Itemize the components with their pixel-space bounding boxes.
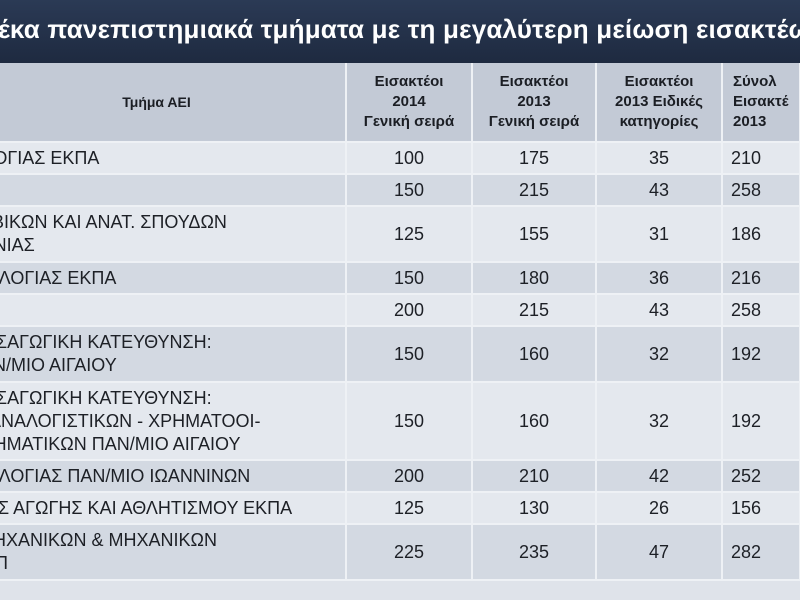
- department-name-line: - ΕΙΣΑΓΩΓΙΚΗ ΚΑΤΕΥΘΥΝΣΗ:: [0, 387, 212, 408]
- special-2013-cell: 43: [596, 294, 723, 327]
- admitted-2014-cell: 150: [346, 326, 473, 383]
- admitted-2013-cell: 215: [472, 174, 597, 207]
- header-admitted-2013-general: Εισακτέοι 2013 Γενική σειρά: [472, 63, 597, 143]
- admitted-2013-cell: 210: [472, 460, 597, 493]
- admitted-2013-cell: 130: [472, 492, 597, 525]
- admitted-2014-cell: 125: [346, 492, 473, 525]
- department-name-cell: ΙΚΗΣ ΑΓΩΓΗΣ ΚΑΙ ΑΘΛΗΤΙΣΜΟΥ ΕΚΠΑ: [0, 492, 347, 525]
- special-2013-cell: 35: [596, 142, 723, 175]
- department-name-line: ΔΟΝΙΑΣ: [0, 235, 35, 255]
- department-name-line: - ΕΙΣΑΓΩΓΙΚΗ ΚΑΤΕΥΘΥΝΣΗ:: [0, 332, 212, 352]
- department-name-line: ΠΑΝ/ΜΙΟ ΑΙΓΑΙΟΥ: [0, 355, 117, 375]
- total-2013-cell: 252: [722, 460, 800, 493]
- department-name-line: ΑΘΗΜΑΤΙΚΩΝ ΠΑΝ/ΜΙΟ ΑΙΓΑΙΟΥ: [0, 433, 241, 454]
- total-2013-cell: 192: [722, 382, 800, 461]
- admitted-2013-cell: 155: [472, 206, 597, 263]
- department-name-cell: ΟΛΟΓΙΑΣ ΕΚΠΑ: [0, 142, 347, 175]
- admitted-2013-cell: 215: [472, 294, 597, 327]
- total-2013-cell: 258: [722, 294, 800, 327]
- department-name-cell: - ΕΙΣΑΓΩΓΙΚΗ ΚΑΤΕΥΘΥΝΣΗ:ΑΙ ΑΝΑΛΟΓΙΣΤΙΚΩΝ…: [0, 382, 347, 461]
- special-2013-cell: 36: [596, 262, 723, 295]
- department-name-cell: - ΕΙΣΑΓΩΓΙΚΗ ΚΑΤΕΥΘΥΝΣΗ: ΠΑΝ/ΜΙΟ ΑΙΓΑΙΟΥ: [0, 326, 347, 383]
- admitted-2014-cell: 150: [346, 262, 473, 295]
- department-name-line: ΑΙΟΛΟΓΙΑΣ ΕΚΠΑ: [0, 267, 117, 288]
- department-name-line: ΛΑΒΙΚΩΝ ΚΑΙ ΑΝΑΤ. ΣΠΟΥΔΩΝ: [0, 212, 227, 232]
- special-2013-cell: 32: [596, 326, 723, 383]
- table-body: ΟΛΟΓΙΑΣ ΕΚΠΑ10017535210ΙΑ15021543258ΛΑΒΙ…: [0, 142, 800, 581]
- admitted-2014-cell: 200: [346, 460, 473, 493]
- table-row: ΙΚΗΣ ΑΓΩΓΗΣ ΚΑΙ ΑΘΛΗΤΙΣΜΟΥ ΕΚΠΑ 125 130 26 1…: [0, 492, 800, 525]
- header-admitted-2013-special: Εισακτέοι 2013 Ειδικές κατηγορίες: [596, 63, 723, 143]
- special-2013-cell: 26: [596, 492, 723, 525]
- table-row: ΛΑΒΙΚΩΝ ΚΑΙ ΑΝΑΤ. ΣΠΟΥΔΩΝ ΔΟΝΙΑΣ 125155311…: [0, 206, 800, 263]
- table-row: - ΕΙΣΑΓΩΓΙΚΗ ΚΑΤΕΥΘΥΝΣΗ:ΑΙ ΑΝΑΛΟΓΙΣΤΙΚΩΝ…: [0, 382, 800, 461]
- header-department: Τμήμα ΑΕΙ: [0, 63, 347, 143]
- department-name-cell: Ι ΜΗΧΑΝΙΚΩΝ & ΜΗΧΑΝΙΚΩΝ ΕΜΠ: [0, 524, 347, 581]
- department-name-line: ΟΛΟΓΙΑΣ ΕΚΠΑ: [0, 147, 100, 168]
- admitted-2014-cell: 150: [346, 382, 473, 461]
- admitted-2013-cell: 235: [472, 524, 597, 581]
- department-name-line: ΙΚΗΣ ΑΓΩΓΗΣ ΚΑΙ ΑΘΛΗΤΙΣΜΟΥ ΕΚΠΑ: [0, 497, 293, 518]
- total-2013-cell: 258: [722, 174, 800, 207]
- department-name-line: Ι ΜΗΧΑΝΙΚΩΝ & ΜΗΧΑΝΙΚΩΝ: [0, 530, 217, 550]
- admitted-2014-cell: 125: [346, 206, 473, 263]
- special-2013-cell: 32: [596, 382, 723, 461]
- header-total-2013: Σύνολ Εισακτέ 2013: [722, 63, 800, 143]
- admitted-2013-cell: 160: [472, 326, 597, 383]
- department-name-cell: ΑΙΟΛΟΓΙΑΣ ΠΑΝ/ΜΙΟ ΙΩΑΝΝΙΝΩΝ: [0, 460, 347, 493]
- admitted-2013-cell: 175: [472, 142, 597, 175]
- title-banner: έκα πανεπιστημιακά τμήματα με τη μεγαλύτ…: [0, 0, 800, 63]
- admissions-table: Τμήμα ΑΕΙ Εισακτέοι 2014 Γενική σειρά Εισα…: [0, 63, 800, 581]
- total-2013-cell: 210: [722, 142, 800, 175]
- special-2013-cell: 42: [596, 460, 723, 493]
- page-title: έκα πανεπιστημιακά τμήματα με τη μεγαλύτ…: [0, 14, 800, 44]
- department-name-line: ΕΜΠ: [0, 553, 8, 573]
- department-name-line: Ο: [0, 299, 345, 322]
- special-2013-cell: 31: [596, 206, 723, 263]
- total-2013-cell: 282: [722, 524, 800, 581]
- admitted-2014-cell: 225: [346, 524, 473, 581]
- admitted-2013-cell: 180: [472, 262, 597, 295]
- department-name-line: ΑΙΟΛΟΓΙΑΣ ΠΑΝ/ΜΙΟ ΙΩΑΝΝΙΝΩΝ: [0, 465, 251, 486]
- table-row: - ΕΙΣΑΓΩΓΙΚΗ ΚΑΤΕΥΘΥΝΣΗ: ΠΑΝ/ΜΙΟ ΑΙΓΑΙΟΥ 1…: [0, 326, 800, 383]
- total-2013-cell: 216: [722, 262, 800, 295]
- special-2013-cell: 47: [596, 524, 723, 581]
- admitted-2014-cell: 200: [346, 294, 473, 327]
- admitted-2014-cell: 100: [346, 142, 473, 175]
- table-row: Ο20021543258: [0, 294, 800, 327]
- total-2013-cell: 186: [722, 206, 800, 263]
- header-row: Τμήμα ΑΕΙ Εισακτέοι 2014 Γενική σειρά Εισα…: [0, 63, 800, 143]
- special-2013-cell: 43: [596, 174, 723, 207]
- department-name-line: ΙΑ: [0, 179, 345, 202]
- admitted-2013-cell: 160: [472, 382, 597, 461]
- department-name-cell: ΙΑ: [0, 174, 347, 207]
- table-row: ΙΑ15021543258: [0, 174, 800, 207]
- department-name-line: ΑΙ ΑΝΑΛΟΓΙΣΤΙΚΩΝ - ΧΡΗΜΑΤΟΟΙ-: [0, 410, 261, 431]
- department-name-cell: ΛΑΒΙΚΩΝ ΚΑΙ ΑΝΑΤ. ΣΠΟΥΔΩΝ ΔΟΝΙΑΣ: [0, 206, 347, 263]
- department-name-cell: ΑΙΟΛΟΓΙΑΣ ΕΚΠΑ: [0, 262, 347, 295]
- admitted-2014-cell: 150: [346, 174, 473, 207]
- total-2013-cell: 156: [722, 492, 800, 525]
- table-container: Τμήμα ΑΕΙ Εισακτέοι 2014 Γενική σειρά Εισα…: [0, 63, 800, 600]
- department-name-cell: Ο: [0, 294, 347, 327]
- total-2013-cell: 192: [722, 326, 800, 383]
- header-admitted-2014-general: Εισακτέοι 2014 Γενική σειρά: [346, 63, 473, 143]
